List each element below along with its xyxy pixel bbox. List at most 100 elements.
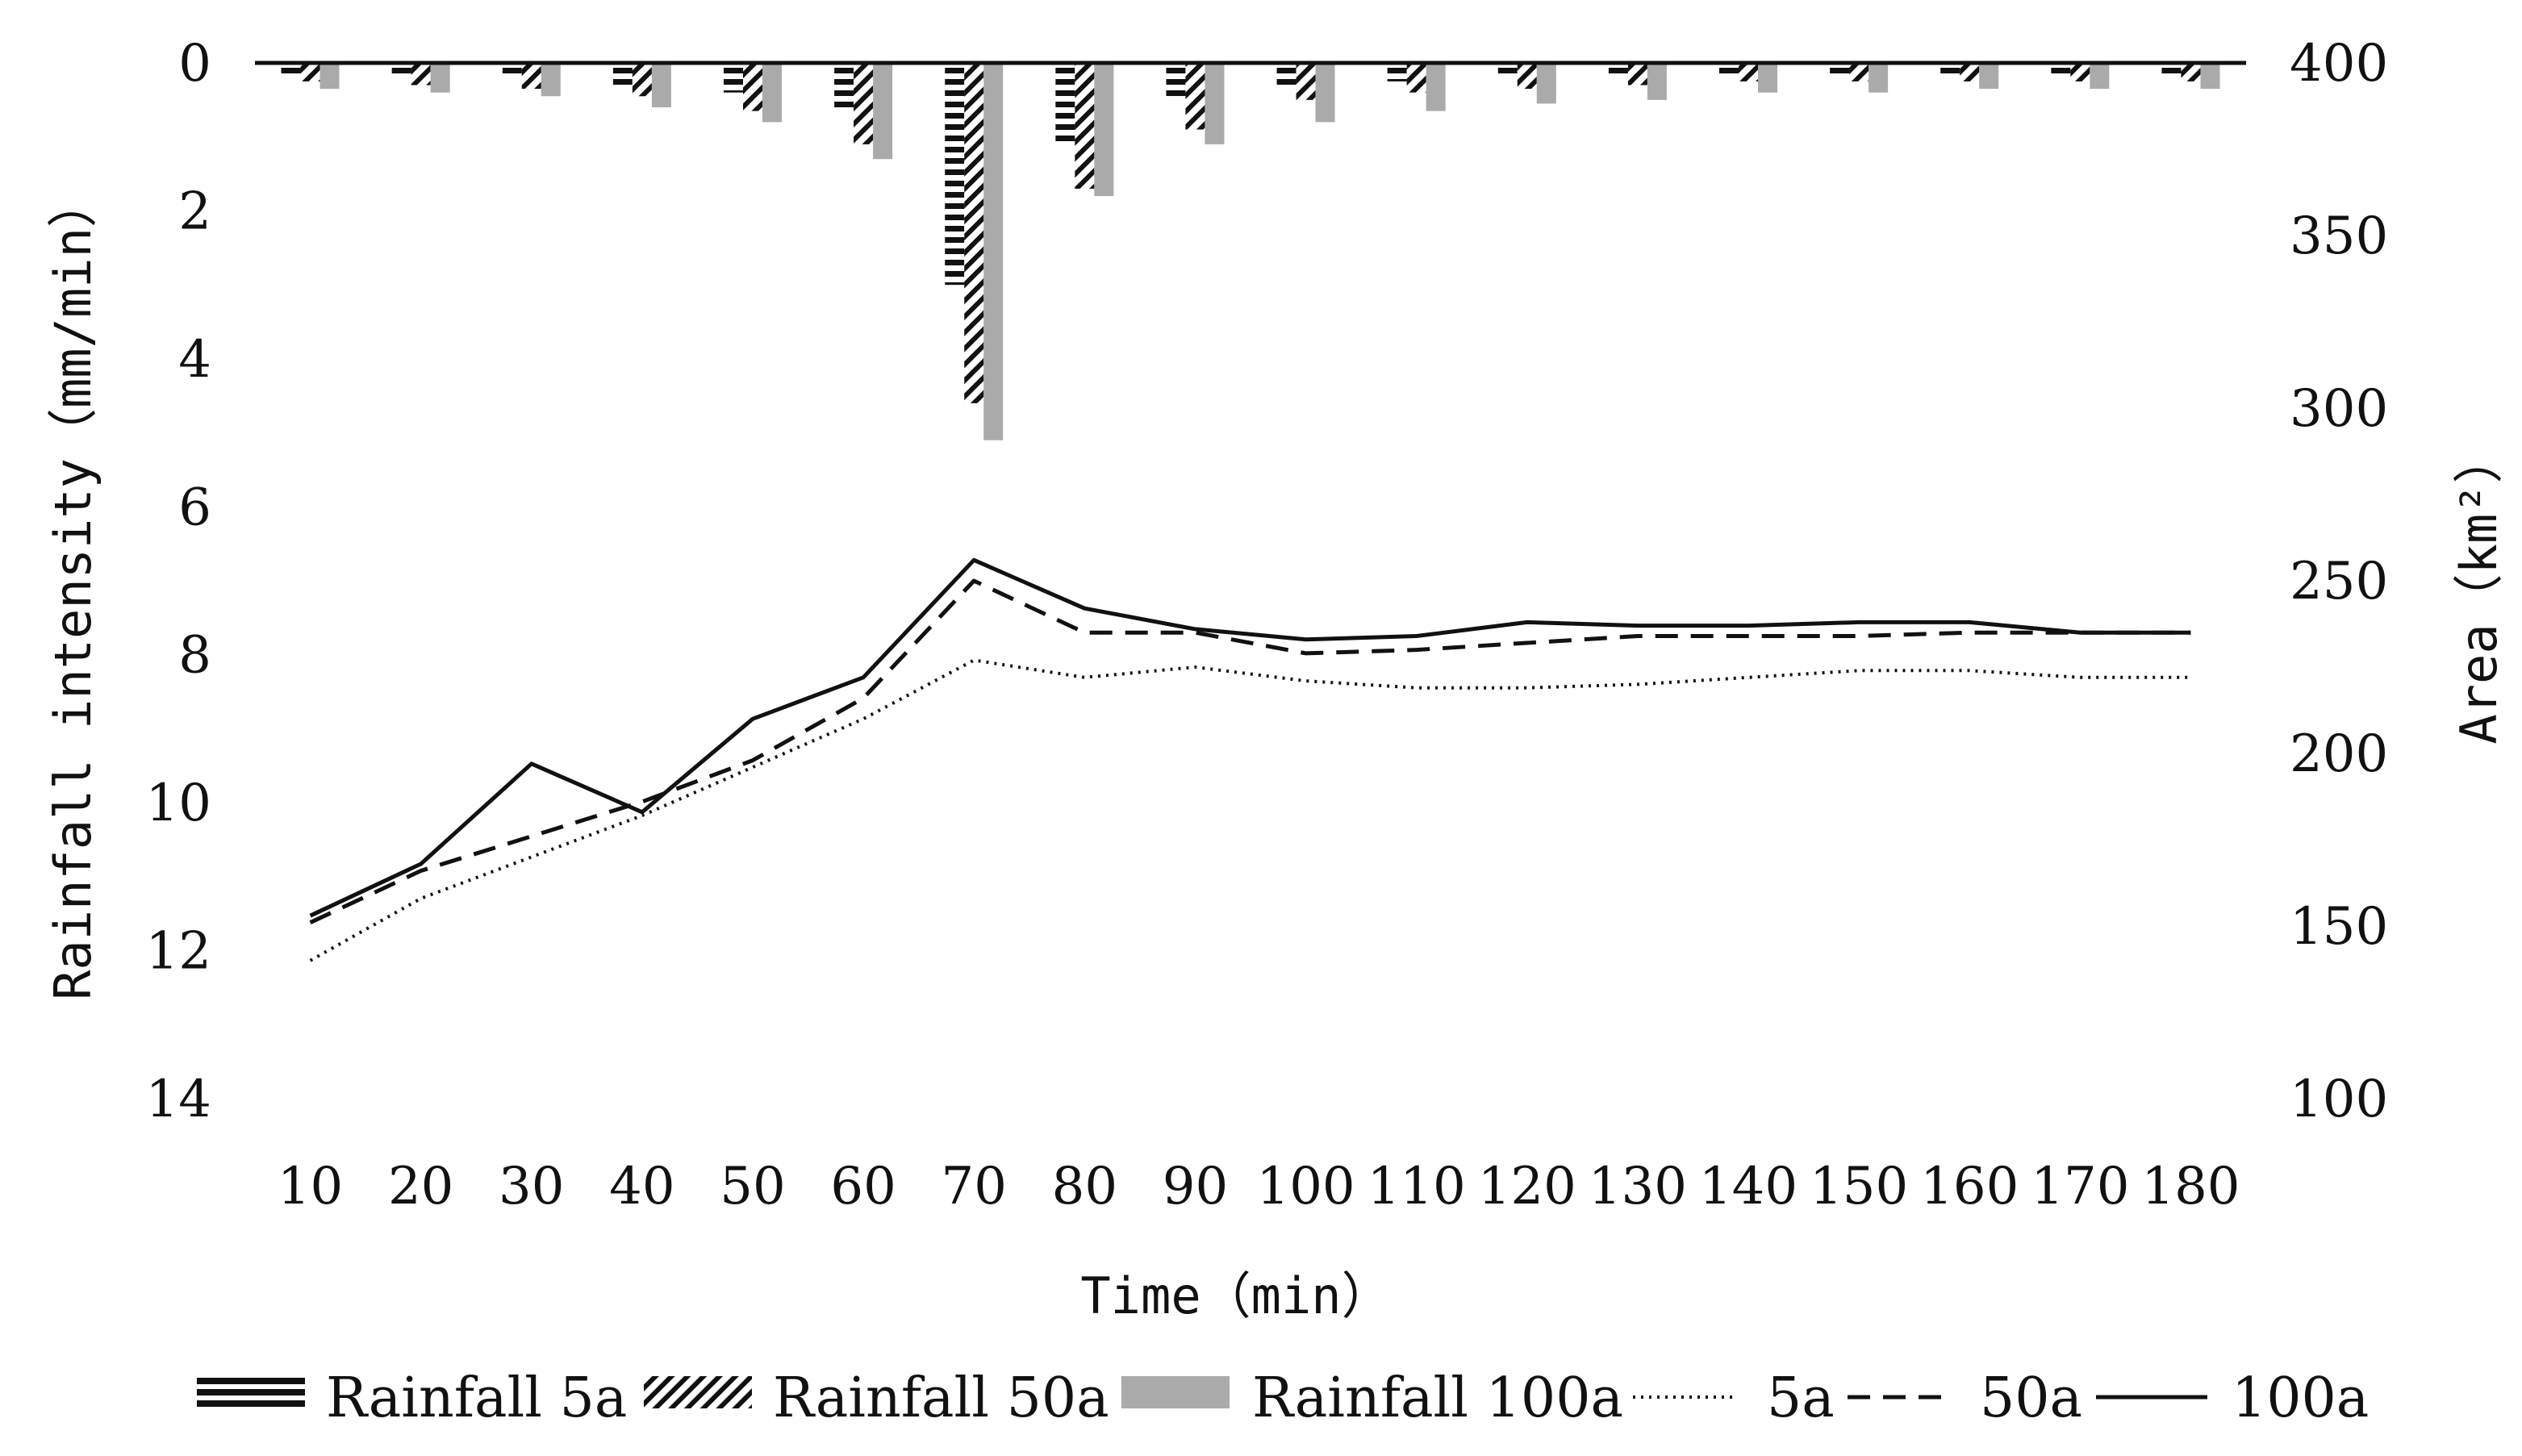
bar-rainfall-100a-80: [1094, 63, 1114, 197]
bar-rainfall-50a-100: [1296, 63, 1316, 100]
bar-rainfall-100a-180: [2200, 63, 2220, 90]
bar-rainfall-50a-160: [1960, 63, 1980, 81]
bar-rainfall-5a-20: [391, 63, 411, 78]
bar-rainfall-50a-30: [521, 63, 541, 90]
y-right-tick-label: 400: [2290, 34, 2388, 94]
y-right-tick-label: 150: [2290, 897, 2388, 957]
bar-rainfall-50a-60: [854, 63, 874, 144]
x-tick-label: 40: [609, 1157, 674, 1216]
legend-label-rainfall-100a: Rainfall 100a: [1252, 1366, 1623, 1430]
y-right-tick-label: 200: [2290, 724, 2388, 784]
line-group: [309, 557, 2191, 962]
bar-rainfall-5a-90: [1166, 63, 1186, 100]
x-tick-label: 110: [1367, 1157, 1466, 1216]
bar-rainfall-50a-180: [2181, 63, 2201, 81]
bar-rainfall-5a-10: [281, 63, 301, 74]
bar-rainfall-100a-140: [1758, 63, 1777, 93]
bar-rainfall-50a-20: [411, 63, 431, 86]
x-tick-label: 170: [2031, 1157, 2129, 1216]
line-series-50a: [309, 578, 2191, 924]
bar-rainfall-100a-160: [1979, 63, 1999, 90]
bar-rainfall-100a-100: [1315, 63, 1335, 123]
bar-rainfall-5a-40: [612, 63, 633, 86]
x-tick-label: 140: [1699, 1157, 1798, 1216]
bar-rainfall-50a-110: [1406, 63, 1426, 93]
x-tick-label: 180: [2141, 1157, 2240, 1216]
legend-swatch-rainfall-50a: [644, 1376, 752, 1408]
legend-swatch-rainfall-5a: [197, 1378, 305, 1384]
bar-rainfall-5a-180: [2161, 63, 2182, 74]
bar-rainfall-5a-110: [1387, 63, 1407, 81]
y-left-tick-label: 0: [178, 34, 211, 94]
bar-rainfall-5a-60: [834, 63, 854, 108]
x-tick-label: 130: [1589, 1157, 1687, 1216]
bar-rainfall-5a-130: [1608, 63, 1628, 78]
bar-rainfall-100a-130: [1647, 63, 1667, 100]
x-tick-label: 50: [720, 1157, 785, 1216]
bar-rainfall-50a-50: [743, 63, 762, 111]
bar-rainfall-50a-10: [300, 63, 320, 81]
bar-rainfall-50a-150: [1849, 63, 1869, 81]
bar-rainfall-50a-90: [1185, 63, 1205, 130]
x-tick-label: 150: [1810, 1157, 1908, 1216]
bar-rainfall-50a-170: [2070, 63, 2090, 81]
line-series-5a: [309, 658, 2191, 962]
y-right-tick-label: 300: [2290, 379, 2388, 439]
x-tick-label: 60: [830, 1157, 896, 1216]
bar-rainfall-5a-80: [1055, 63, 1075, 144]
legend-label-50a: 50a: [1980, 1366, 2082, 1430]
y-left-tick-label: 12: [146, 922, 211, 982]
x-tick-label: 160: [1920, 1157, 2019, 1216]
bar-rainfall-100a-40: [651, 63, 671, 108]
x-tick-label: 90: [1163, 1157, 1228, 1216]
bar-rainfall-100a-10: [319, 63, 340, 90]
bar-rainfall-50a-80: [1075, 63, 1095, 189]
bar-rainfall-5a-30: [502, 63, 522, 78]
y-right-tick-label: 100: [2290, 1070, 2388, 1129]
legend-label-100a: 100a: [2232, 1366, 2369, 1430]
x-tick-label: 70: [942, 1157, 1007, 1216]
bar-rainfall-5a-50: [724, 63, 743, 93]
bar-group: [281, 63, 2220, 440]
legend-label-5a: 5a: [1767, 1366, 1835, 1430]
y-left-tick-label: 6: [178, 478, 211, 537]
bar-rainfall-5a-160: [1940, 63, 1960, 74]
bar-rainfall-5a-70: [945, 63, 965, 286]
legend-label-rainfall-50a: Rainfall 50a: [773, 1366, 1109, 1430]
x-tick-label: 30: [499, 1157, 564, 1216]
y-right-tick-label: 350: [2290, 207, 2388, 266]
x-tick-label: 20: [388, 1157, 453, 1216]
y-left-tick-label: 10: [146, 774, 211, 833]
y-left-tick-label: 2: [178, 181, 211, 241]
legend: Rainfall 5a Rainfall 50a Rainfall 100a 5a 50…: [197, 1366, 2369, 1430]
x-tick-label: 10: [278, 1157, 343, 1216]
bar-rainfall-100a-110: [1426, 63, 1446, 111]
bar-rainfall-50a-40: [632, 63, 652, 97]
bar-rainfall-100a-170: [2090, 63, 2110, 90]
y-left-tick-label: 4: [178, 330, 211, 390]
y-left-tick-label: 14: [146, 1070, 211, 1129]
bar-rainfall-100a-50: [762, 63, 782, 123]
bar-rainfall-100a-60: [873, 63, 893, 160]
line-series-100a: [309, 557, 2191, 918]
bar-rainfall-100a-30: [541, 63, 561, 97]
bar-rainfall-100a-70: [983, 63, 1004, 440]
x-tick-label: 120: [1478, 1157, 1576, 1216]
bar-rainfall-50a-70: [964, 63, 984, 403]
legend-swatch-rainfall-5a: [197, 1400, 305, 1407]
legend-swatch-rainfall-100a: [1121, 1376, 1230, 1408]
x-axis-title: Time（min）: [1080, 1266, 1391, 1325]
bar-rainfall-100a-20: [430, 63, 450, 93]
y-left-axis-title: Rainfall intensity（mm/min）: [44, 177, 102, 1000]
y-left-tick-label: 8: [178, 626, 211, 686]
bar-rainfall-50a-120: [1517, 63, 1537, 90]
bar-rainfall-5a-100: [1276, 63, 1296, 86]
bar-rainfall-5a-150: [1830, 63, 1850, 74]
y-right-tick-label: 250: [2290, 552, 2388, 611]
bar-rainfall-100a-90: [1205, 63, 1225, 144]
x-tick-label: 100: [1256, 1157, 1355, 1216]
bar-rainfall-100a-150: [1869, 63, 1889, 93]
y-right-axis-title: Area（km²）: [2449, 433, 2508, 744]
